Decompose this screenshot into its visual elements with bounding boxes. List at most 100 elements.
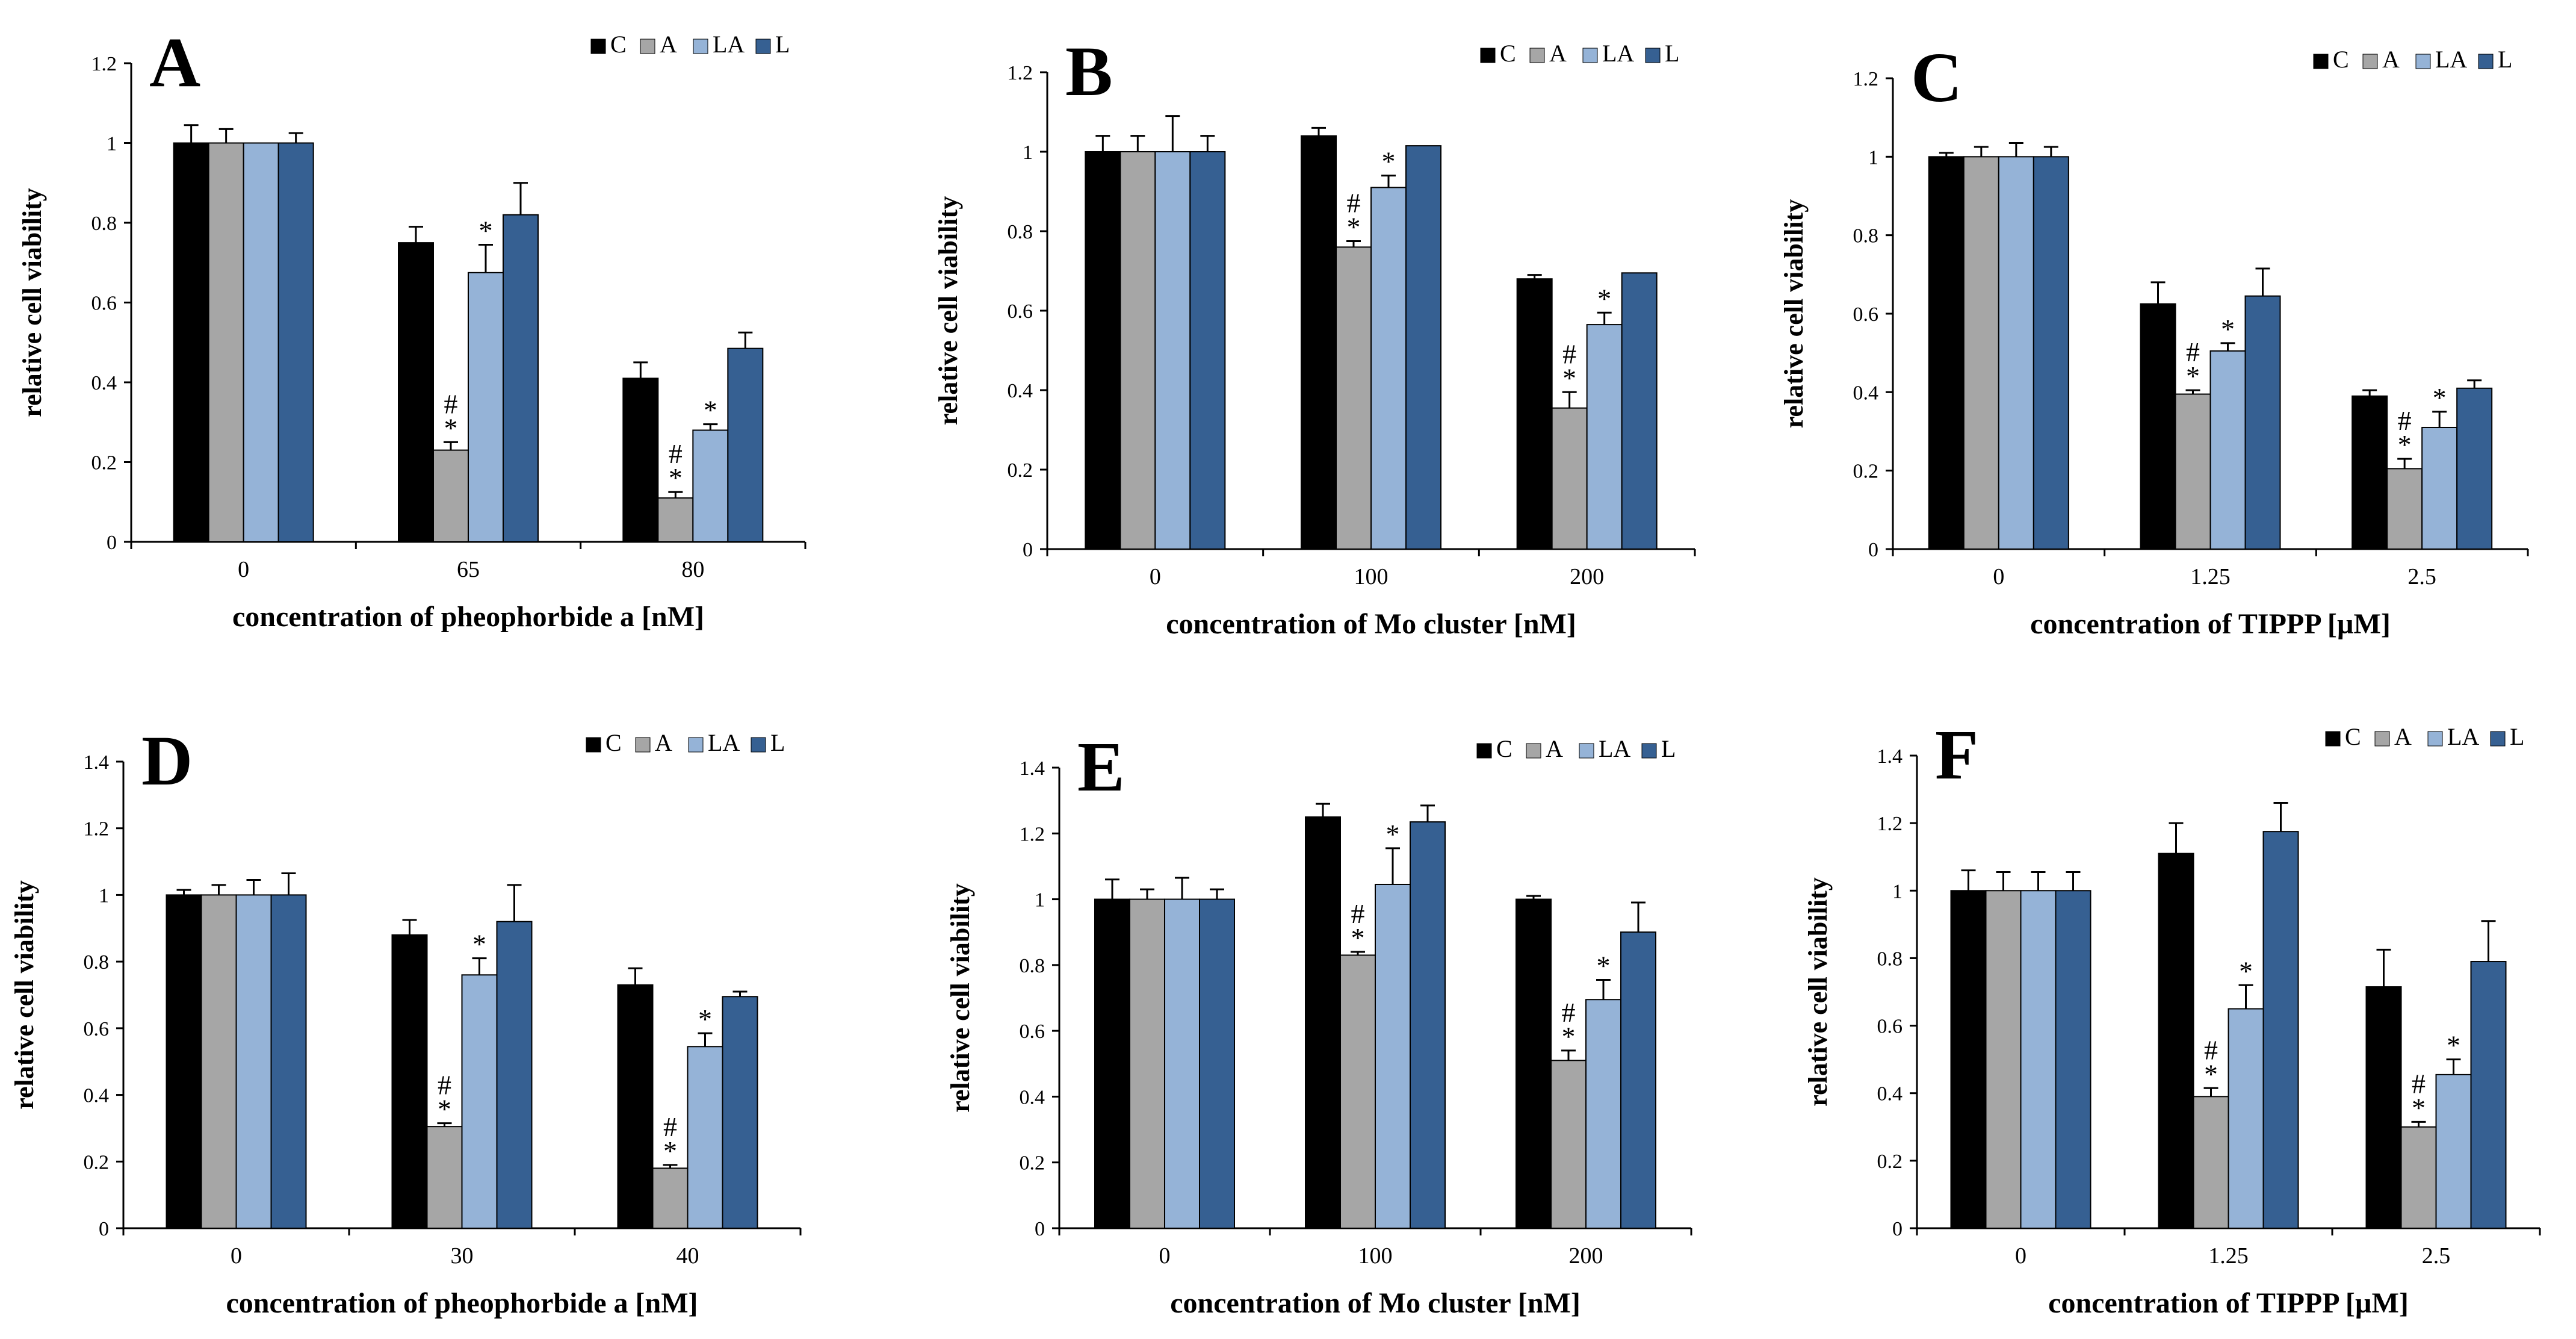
significance-symbol: * (2433, 382, 2447, 413)
legend-label: A (2394, 723, 2412, 750)
legend: C A LA L (590, 31, 790, 58)
bar-c-30 (391, 934, 428, 1229)
legend-label: L (2510, 723, 2524, 750)
x-axis-title: concentration of Mo cluster [nM] (1166, 608, 1576, 640)
legend-swatch-la (688, 737, 704, 753)
legend-swatch-c (1480, 48, 1496, 63)
significance-symbol: * (2398, 429, 2412, 460)
x-category-label: 80 (681, 557, 704, 582)
bar-c-100 (1305, 816, 1341, 1229)
x-category-label: 1.25 (2208, 1243, 2249, 1269)
bar-l-0 (270, 894, 307, 1229)
bar-l-30 (496, 921, 533, 1229)
y-tick-label: 0.8 (1853, 225, 1879, 247)
y-tick-label: 1.2 (1020, 823, 1045, 845)
legend: C A LA L (1480, 40, 1679, 67)
bar-a-2.5 (2386, 468, 2423, 550)
y-axis-title: relative cell viability (946, 883, 975, 1112)
bar-c-0 (1085, 151, 1121, 550)
y-tick-label: 0.4 (1853, 382, 1879, 404)
bar-la-200 (1586, 324, 1623, 550)
bar-a-200 (1550, 1060, 1587, 1229)
x-category-label: 0 (1159, 1243, 1171, 1269)
y-tick-label: 1.2 (84, 818, 110, 840)
legend-swatch-la (2415, 54, 2431, 69)
bar-l-200 (1620, 931, 1656, 1229)
bar-c-100 (1301, 135, 1337, 550)
panel-label: F (1935, 715, 1978, 794)
bar-a-0 (208, 142, 244, 542)
significance-symbol: * (2239, 955, 2253, 986)
legend-label: C (1496, 735, 1512, 762)
y-tick-label: 1 (1035, 889, 1045, 912)
panel-f: 00.20.40.60.811.21.40 1.25 2.5*#**#*C A LA LF… (1803, 715, 2541, 1319)
legend: C A LA L (1476, 735, 1676, 762)
legend-swatch-l (1641, 743, 1657, 759)
x-axis-title: concentration of pheophorbide a [nM] (226, 1287, 698, 1319)
bar-l-1.25 (2262, 831, 2299, 1229)
y-tick-label: 0.6 (1008, 300, 1033, 323)
bar-c-2.5 (2365, 986, 2402, 1229)
y-tick-label: 1.2 (91, 53, 117, 75)
bar-l-0 (2033, 156, 2069, 550)
bar-l-200 (1621, 272, 1658, 550)
y-tick-label: 0.6 (1020, 1021, 1045, 1043)
y-axis-title: relative cell viability (17, 188, 47, 417)
legend-swatch-a (635, 737, 651, 753)
bar-l-1.25 (2244, 295, 2281, 550)
significance-symbol: # (438, 1070, 451, 1101)
legend-swatch-c (586, 737, 601, 753)
panel-e: 00.20.40.60.811.21.40 100 200*#**#*C A LA LEc… (946, 727, 1692, 1319)
y-tick-label: 1 (1892, 880, 1903, 903)
significance-marker: *# (2204, 1034, 2218, 1089)
y-tick-label: 0.4 (91, 372, 117, 394)
significance-symbol: * (438, 1094, 451, 1125)
y-tick-label: 0.4 (1877, 1083, 1903, 1105)
bar-a-1.25 (2175, 393, 2211, 550)
bar-c-65 (398, 242, 434, 542)
y-tick-label: 0.6 (91, 293, 117, 315)
significance-marker: *# (1562, 997, 1576, 1052)
x-category-label: 0 (238, 557, 249, 582)
y-tick-label: 0.6 (84, 1018, 110, 1040)
significance-marker: * (704, 395, 717, 426)
bar-la-0 (1154, 151, 1191, 550)
legend-label: A (655, 729, 672, 756)
significance-symbol: * (2412, 1092, 2426, 1123)
legend-swatch-l (2478, 54, 2494, 69)
bar-a-40 (652, 1167, 689, 1229)
significance-marker: *# (444, 388, 458, 443)
significance-marker: * (2239, 955, 2253, 986)
bar-la-2.5 (2435, 1073, 2472, 1229)
y-tick-label: 0.4 (1008, 380, 1033, 402)
y-axis-title: relative cell viability (10, 880, 39, 1109)
significance-marker: * (2221, 314, 2235, 344)
bar-l-0 (1189, 151, 1226, 550)
y-tick-label: 0.2 (1020, 1152, 1045, 1175)
significance-symbol: * (669, 462, 683, 493)
legend-swatch-a (640, 39, 655, 54)
y-tick-label: 1.2 (1008, 62, 1033, 84)
legend: C A LA L (586, 729, 785, 756)
legend-swatch-c (1476, 743, 1492, 759)
x-axis-title: concentration of TIPPP [µM] (2030, 608, 2391, 640)
bar-c-0 (1950, 890, 1987, 1229)
y-tick-label: 0.8 (1877, 948, 1903, 970)
significance-symbol: * (1597, 950, 1611, 981)
significance-marker: * (2433, 382, 2447, 413)
legend-label: LA (708, 729, 740, 756)
significance-marker: * (472, 929, 486, 960)
significance-symbol: * (444, 412, 458, 443)
y-tick-label: 0.2 (84, 1151, 110, 1173)
y-tick-label: 1 (99, 884, 109, 907)
bar-la-1.25 (2209, 350, 2246, 550)
bar-a-0 (1985, 890, 2022, 1229)
significance-marker: * (1597, 283, 1611, 314)
significance-marker: * (1382, 146, 1396, 177)
significance-marker: * (1386, 819, 1400, 850)
legend-label: A (1546, 735, 1563, 762)
legend-swatch-a (2374, 731, 2390, 747)
legend-label: C (605, 729, 622, 756)
bar-a-65 (433, 449, 469, 542)
legend-swatch-c (2325, 731, 2341, 747)
